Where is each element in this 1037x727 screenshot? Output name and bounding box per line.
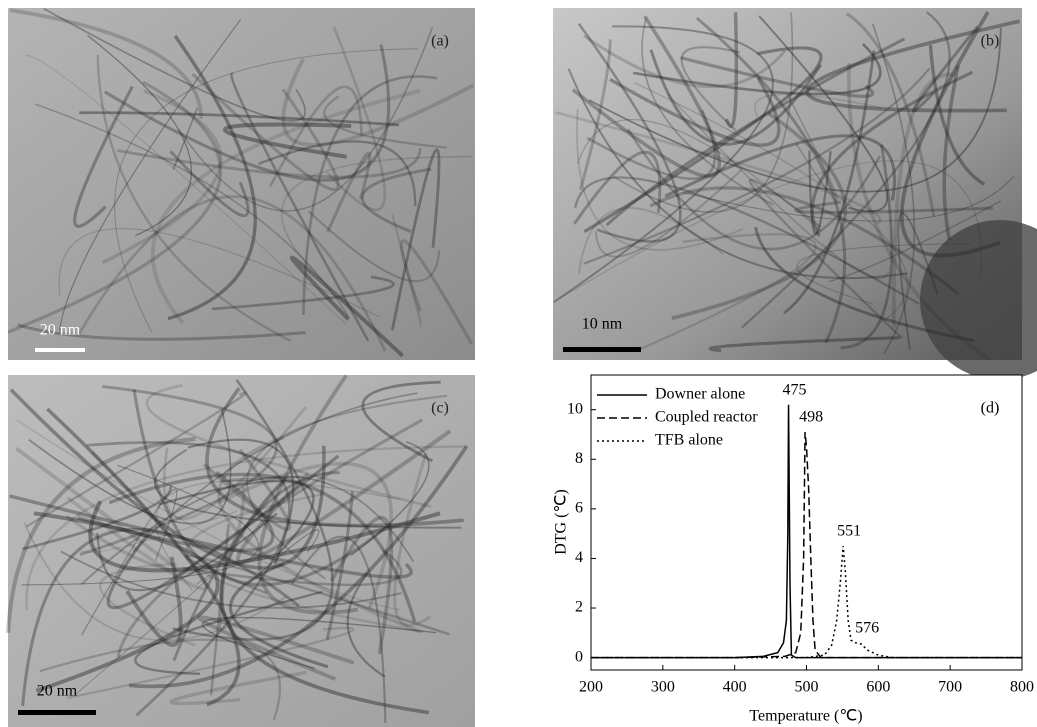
panel-label: (c) [431,400,449,417]
scale-bar-label: 10 nm [582,316,623,333]
y-tick-label: 0 [575,648,583,665]
scale-bar-label: 20 nm [37,683,78,700]
scale-bar [563,347,641,352]
x-tick-label: 800 [1010,679,1034,696]
tem-image [8,375,475,727]
annotation: 498 [799,409,823,426]
y-axis-label: DTG (℃) [553,489,570,555]
scale-bar [18,710,96,715]
scale-bar [35,348,85,352]
x-axis-label: Temperature (℃) [749,708,862,725]
x-tick-label: 500 [795,679,819,696]
x-tick-label: 300 [651,679,675,696]
tem-image [553,8,1037,380]
legend-label: Downer alone [655,386,745,403]
tem-image [8,8,475,360]
x-tick-label: 600 [866,679,890,696]
y-tick-label: 6 [575,500,583,517]
legend-label: TFB alone [655,432,723,449]
x-tick-label: 400 [723,679,747,696]
scale-bar-label: 20 nm [40,322,81,339]
panel-label: (a) [431,33,449,50]
legend-label: Coupled reactor [655,409,758,426]
y-tick-label: 4 [575,549,583,566]
y-tick-label: 8 [575,450,583,467]
x-tick-label: 200 [579,679,603,696]
x-tick-label: 700 [938,679,962,696]
annotation: 551 [837,523,861,540]
y-tick-label: 10 [567,400,583,417]
y-tick-label: 2 [575,599,583,616]
panel-label: (d) [981,400,1000,417]
figure: (a) (b) (c) 20 nm 10 nm 20 nm (d) Temper… [0,0,1037,727]
panel-label: (b) [981,33,1000,50]
annotation: 576 [855,619,879,636]
annotation: 475 [783,381,807,398]
